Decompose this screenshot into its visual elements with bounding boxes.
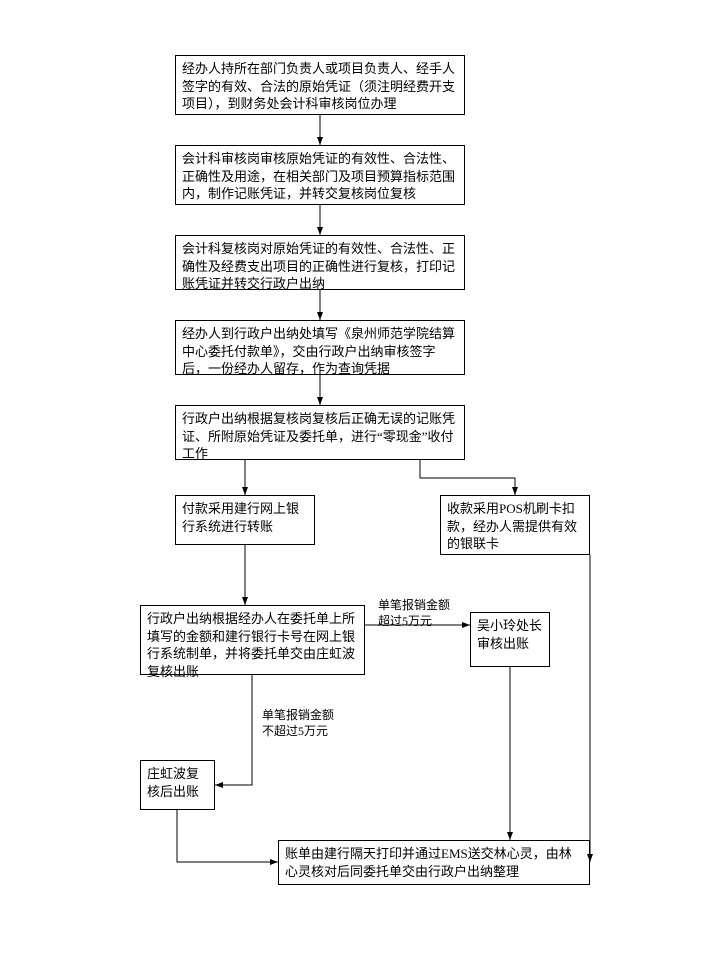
edge-label-under-50k: 单笔报销金额 不超过5万元 xyxy=(262,708,334,739)
edge-label-line1: 单笔报销金额 xyxy=(262,708,334,722)
node-text: 经办人持所在部门负责人或项目负责人、经手人签字的有效、合法的原始凭证（须注明经费… xyxy=(182,60,458,113)
edge xyxy=(215,675,252,785)
node-step-2: 会计科审核岗审核原始凭证的有效性、合法性、正确性及用途，在相关部门及项目预算指标… xyxy=(175,145,465,205)
node-text: 付款采用建行网上银行系统进行转账 xyxy=(182,500,308,535)
node-step-4: 经办人到行政户出纳处填写《泉州师范学院结算中心委托付款单》，交由行政户出纳审核签… xyxy=(175,320,465,375)
node-payment-branch: 付款采用建行网上银行系统进行转账 xyxy=(175,495,315,545)
node-step-1: 经办人持所在部门负责人或项目负责人、经手人签字的有效、合法的原始凭证（须注明经费… xyxy=(175,55,465,115)
node-text: 收款采用POS机刷卡扣款，经办人需提供有效的银联卡 xyxy=(447,500,583,553)
node-text: 庄虹波复核后出账 xyxy=(147,765,208,800)
edge-label-line1: 单笔报销金额 xyxy=(378,598,450,612)
node-step-3: 会计科复核岗对原始凭证的有效性、合法性、正确性及经费支出项目的正确性进行复核，打… xyxy=(175,235,465,290)
flowchart-canvas: 经办人持所在部门负责人或项目负责人、经手人签字的有效、合法的原始凭证（须注明经费… xyxy=(0,0,720,960)
edges-layer xyxy=(0,0,720,960)
node-text: 行政户出纳根据复核岗复核后正确无误的记账凭证、所附原始凭证及委托单，进行“零现金… xyxy=(182,410,458,463)
edge xyxy=(177,810,278,862)
node-final-step: 账单由建行隔天打印并通过EMS送交林心灵，由林心灵核对后同委托单交由行政户出纳整… xyxy=(278,840,590,885)
edge-label-line2: 不超过5万元 xyxy=(262,724,328,738)
node-text: 账单由建行隔天打印并通过EMS送交林心灵，由林心灵核对后同委托单交由行政户出纳整… xyxy=(285,845,583,880)
node-step-8: 行政户出纳根据经办人在委托单上所填写的金额和建行银行卡号在网上银行系统制单，并将… xyxy=(140,605,365,675)
edge-label-line2: 超过5万元 xyxy=(378,614,432,628)
edge xyxy=(420,460,515,495)
node-text: 经办人到行政户出纳处填写《泉州师范学院结算中心委托付款单》，交由行政户出纳审核签… xyxy=(182,325,458,378)
node-text: 会计科审核岗审核原始凭证的有效性、合法性、正确性及用途，在相关部门及项目预算指标… xyxy=(182,150,458,203)
node-text: 行政户出纳根据经办人在委托单上所填写的金额和建行银行卡号在网上银行系统制单，并将… xyxy=(147,610,358,680)
edge-label-over-50k: 单笔报销金额 超过5万元 xyxy=(378,598,450,629)
node-approval-zhuang: 庄虹波复核后出账 xyxy=(140,760,215,810)
node-approval-wu: 吴小玲处长审核出账 xyxy=(470,612,550,667)
node-receipt-branch: 收款采用POS机刷卡扣款，经办人需提供有效的银联卡 xyxy=(440,495,590,555)
node-step-5: 行政户出纳根据复核岗复核后正确无误的记账凭证、所附原始凭证及委托单，进行“零现金… xyxy=(175,405,465,460)
node-text: 吴小玲处长审核出账 xyxy=(477,617,543,652)
node-text: 会计科复核岗对原始凭证的有效性、合法性、正确性及经费支出项目的正确性进行复核，打… xyxy=(182,240,458,293)
